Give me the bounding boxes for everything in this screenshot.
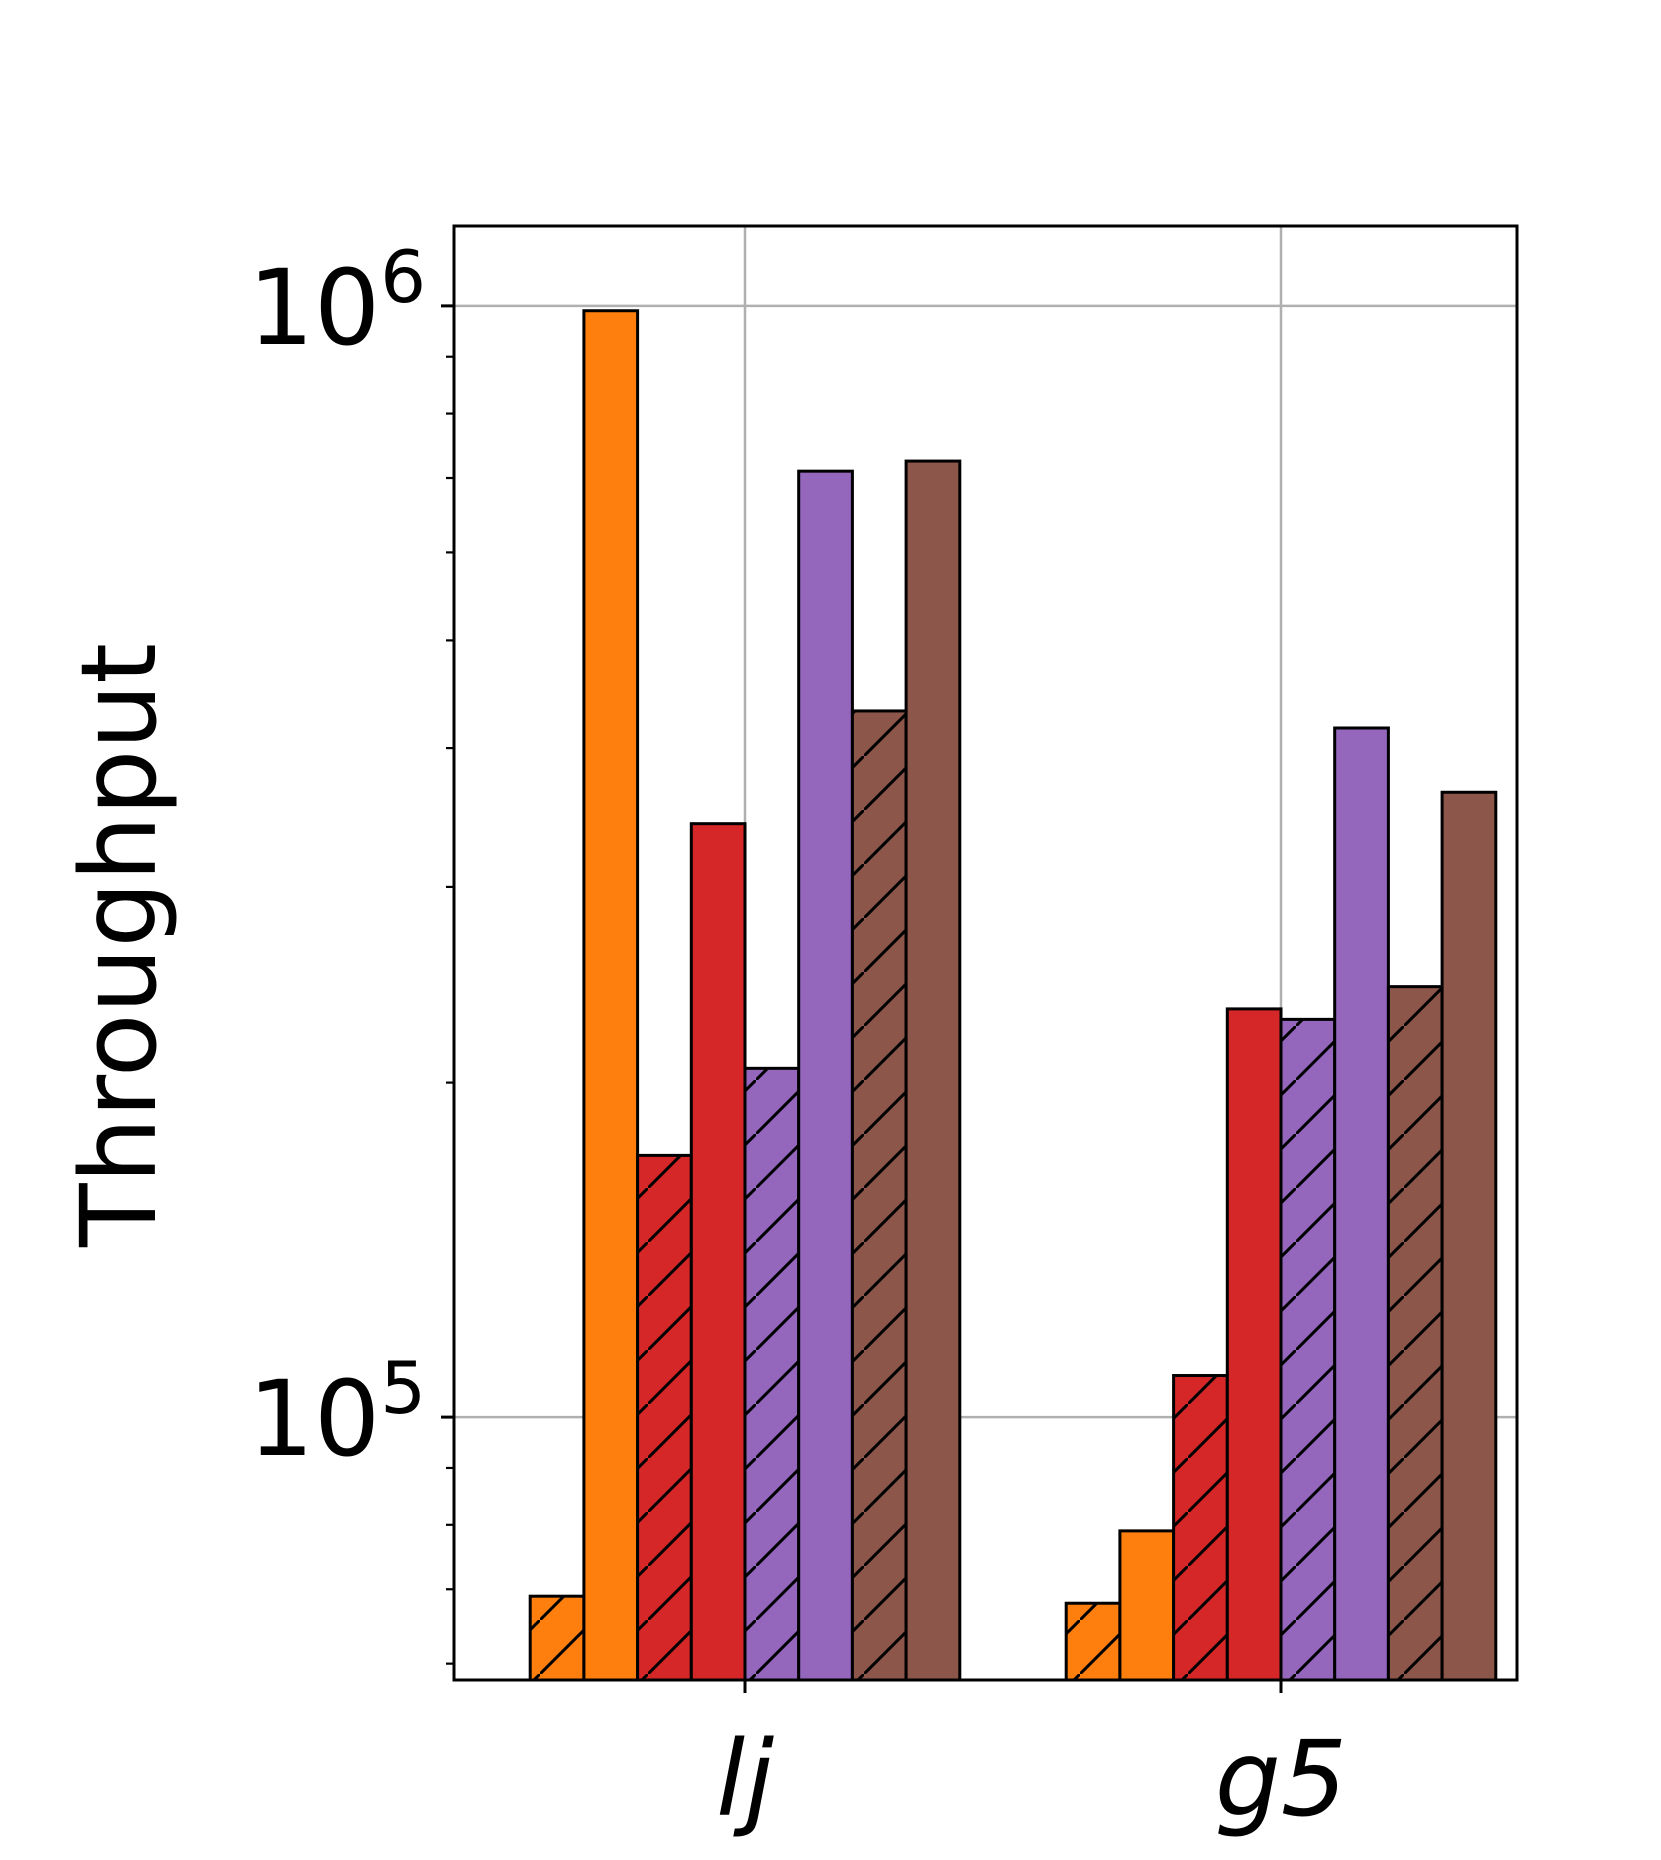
bar-hatch-g5-orange-hatched (1066, 1603, 1120, 1680)
bar-hatch-lj-brown-hatched (852, 710, 907, 1680)
bar-g5-red-solid (1225, 1007, 1283, 1682)
bar-hatch-g5-purple-hatched (1281, 1019, 1335, 1680)
bar-hatch-g5-brown-hatched (1388, 986, 1443, 1680)
bars (528, 309, 1498, 1682)
bar-lj-red-solid (689, 822, 747, 1682)
y-tick-label-base: 10 (248, 247, 380, 369)
bar-hatch-lj-orange-hatched (530, 1596, 584, 1680)
bar-lj-brown-solid (904, 459, 962, 1682)
axis-ticks (441, 304, 1283, 1693)
plot-area-frame (452, 224, 1519, 1682)
bar-hatch-g5-red-hatched (1173, 1375, 1228, 1680)
y-axis-title: Throughput (58, 643, 180, 1248)
bar-hatch-lj-purple-hatched (745, 1068, 799, 1680)
x-tick-label-g5: g5 (1215, 1718, 1347, 1840)
bar-lj-purple-solid (797, 469, 854, 1682)
bar-g5-purple-solid (1333, 726, 1390, 1682)
bar-lj-orange-solid (582, 309, 640, 1682)
bar-g5-orange-solid (1118, 1529, 1176, 1682)
y-tick-label-base: 10 (248, 1358, 380, 1480)
bar-g5-brown-solid (1440, 790, 1498, 1682)
y-tick-label-0: 105 (248, 1346, 426, 1480)
y-tick-label-1: 106 (248, 235, 426, 369)
y-tick-label-exponent: 5 (380, 1346, 426, 1430)
bar-hatch-lj-red-hatched (637, 1155, 692, 1680)
y-tick-label-exponent: 6 (380, 235, 426, 319)
x-tick-label-lj: lj (716, 1718, 774, 1840)
